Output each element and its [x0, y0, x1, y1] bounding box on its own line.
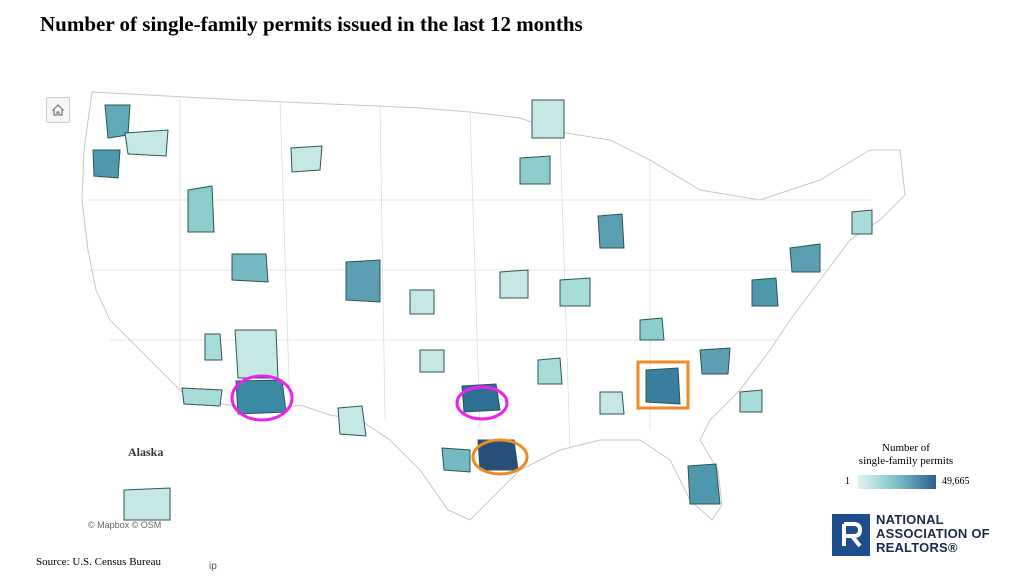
metro-area — [461, 383, 501, 413]
metro-area — [599, 391, 625, 415]
metro-area — [337, 405, 367, 437]
metro-area — [345, 259, 381, 303]
page-title: Number of single-family permits issued i… — [40, 12, 583, 36]
alaska-label: Alaska — [128, 445, 164, 459]
highlight-circle-phoenix — [230, 374, 294, 422]
metro-area — [639, 317, 665, 341]
legend-title-line2: single-family permits — [858, 455, 954, 467]
metro-area — [290, 145, 323, 173]
legend-max: 49,665 — [942, 476, 970, 487]
metro-area — [234, 329, 279, 379]
metro-area — [597, 213, 625, 249]
logo-line3: REALTORS® — [876, 540, 958, 555]
highlight-circle-dallas — [455, 385, 509, 421]
metro-area — [409, 289, 435, 315]
metro-area — [499, 269, 529, 299]
metro-area — [204, 333, 223, 361]
metro-area — [235, 379, 287, 415]
metro-area — [92, 149, 121, 179]
metro-area — [851, 209, 873, 235]
legend-title: Number of single-family permits — [846, 442, 966, 468]
metro-area — [645, 367, 681, 405]
highlight-circle-houston — [471, 438, 529, 476]
realtors-logo-icon — [832, 514, 870, 556]
metro-area — [187, 185, 215, 233]
metro-area — [441, 447, 471, 473]
metro-area — [739, 389, 763, 413]
metro-area — [519, 155, 551, 185]
metro-area — [559, 277, 591, 307]
legend-gradient-bar — [858, 475, 936, 489]
logo-line1: NATIONAL — [876, 512, 944, 527]
metro-area — [751, 277, 779, 307]
realtors-logo-text: NATIONAL ASSOCIATION OF REALTORS® — [876, 513, 990, 555]
metro-area — [231, 253, 269, 283]
metro-area — [789, 243, 821, 273]
home-icon — [51, 104, 65, 116]
home-button[interactable] — [46, 97, 70, 123]
map-attribution[interactable]: © Mapbox © OSM — [88, 520, 162, 530]
legend-min: 1 — [845, 476, 850, 487]
metro-area — [687, 463, 721, 505]
metro-area — [123, 487, 171, 521]
cropped-text-fragment: ip — [209, 561, 217, 572]
highlight-square-atlanta — [636, 360, 690, 410]
metro-area — [181, 387, 223, 407]
metro-area — [419, 349, 445, 373]
metro-area — [699, 347, 731, 375]
logo-line2: ASSOCIATION OF — [876, 526, 990, 541]
legend-title-line1: Number of — [882, 442, 930, 454]
source-note: Source: U.S. Census Bureau — [36, 556, 161, 568]
metro-area — [531, 99, 565, 139]
metro-area — [537, 357, 563, 385]
metro-area — [124, 129, 169, 157]
metro-areas[interactable] — [92, 99, 873, 521]
